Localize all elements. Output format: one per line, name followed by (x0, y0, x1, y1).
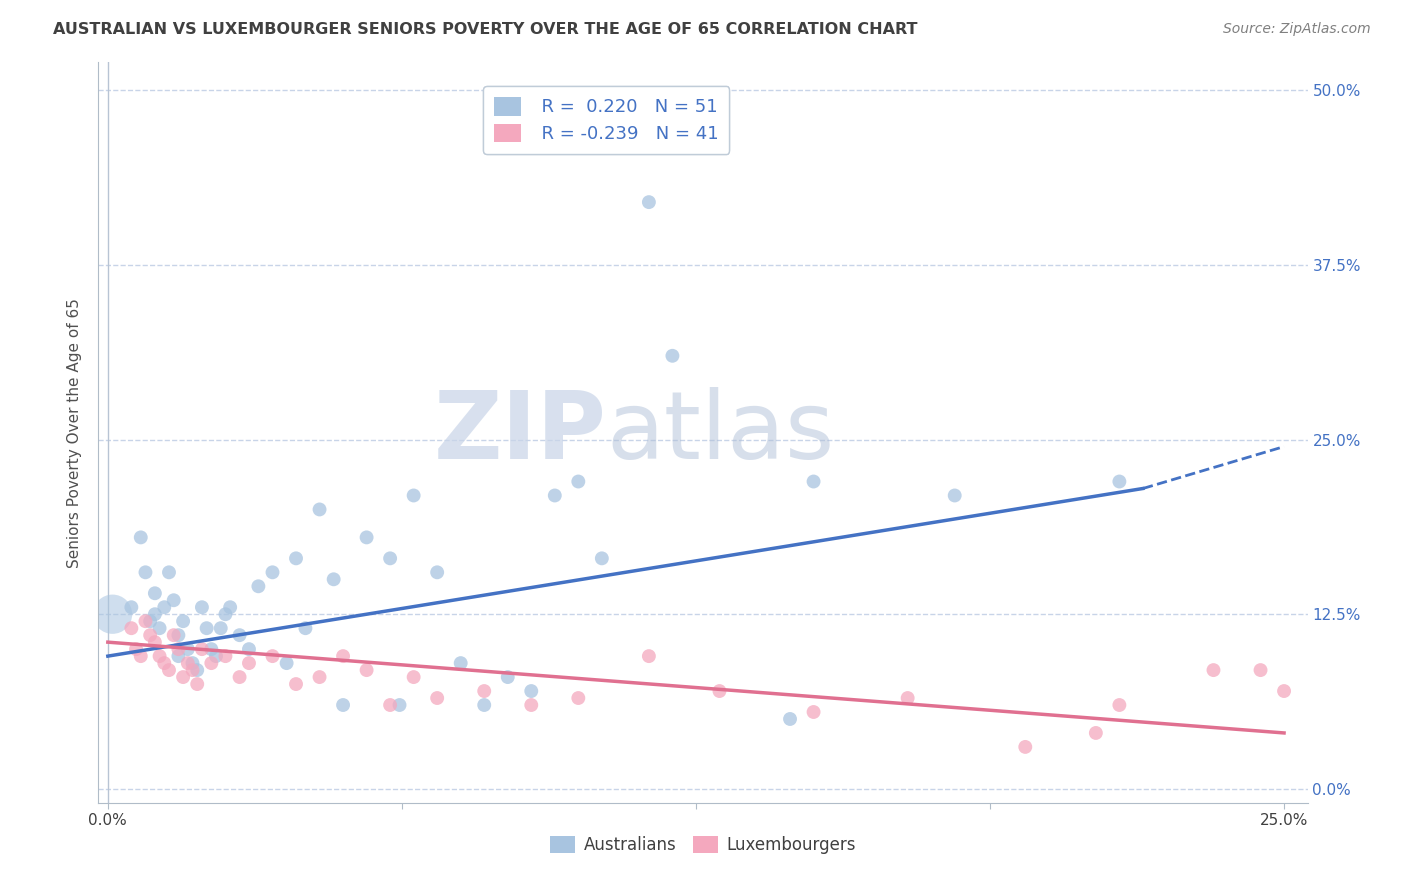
Point (209, 621, 232, 635)
Point (262, 649, 284, 664)
Point (228, 628, 250, 642)
Point (638, 649, 661, 664)
Point (214, 607, 236, 622)
Point (472, 684, 495, 698)
Point (661, 349, 683, 363)
Point (167, 649, 190, 664)
Point (143, 586, 166, 600)
Point (247, 579, 270, 593)
Point (181, 656, 204, 670)
Point (177, 656, 200, 670)
Point (129, 530, 152, 544)
Point (1250, 663, 1272, 677)
Point (1014, 739, 1036, 754)
Point (520, 698, 543, 712)
Point (153, 656, 176, 670)
Text: atlas: atlas (606, 386, 835, 479)
Point (172, 614, 194, 628)
Point (308, 670, 330, 684)
Point (544, 488, 567, 502)
Point (177, 642, 200, 657)
Point (134, 614, 156, 628)
Point (134, 566, 156, 580)
Point (139, 614, 162, 628)
Point (139, 628, 162, 642)
Point (143, 635, 166, 649)
Point (200, 642, 222, 657)
Point (195, 621, 218, 635)
Point (567, 475, 589, 489)
Point (322, 572, 344, 586)
Point (101, 607, 124, 622)
Point (163, 628, 186, 642)
Point (262, 566, 284, 580)
Point (205, 649, 228, 664)
Point (332, 698, 354, 712)
Point (238, 642, 260, 657)
Point (1272, 684, 1295, 698)
Point (172, 670, 194, 684)
Point (450, 656, 472, 670)
Point (472, 698, 495, 712)
Legend:   R =  0.220   N = 51,   R = -0.239   N = 41: R = 0.220 N = 51, R = -0.239 N = 41 (484, 87, 730, 153)
Point (356, 530, 378, 544)
Point (897, 691, 920, 706)
Point (214, 649, 236, 664)
Point (238, 656, 260, 670)
Point (276, 656, 298, 670)
Point (1084, 726, 1107, 740)
Point (129, 649, 152, 664)
Point (638, 195, 661, 210)
Point (402, 488, 425, 502)
Point (378, 698, 401, 712)
Point (186, 663, 208, 677)
Point (167, 642, 190, 657)
Point (157, 566, 180, 580)
Point (167, 628, 190, 642)
Text: Source: ZipAtlas.com: Source: ZipAtlas.com (1223, 22, 1371, 37)
Point (943, 488, 966, 502)
Point (1108, 475, 1130, 489)
Y-axis label: Seniors Poverty Over the Age of 65: Seniors Poverty Over the Age of 65 (67, 298, 83, 567)
Point (803, 475, 825, 489)
Point (120, 600, 142, 615)
Point (496, 670, 519, 684)
Text: AUSTRALIAN VS LUXEMBOURGER SENIORS POVERTY OVER THE AGE OF 65 CORRELATION CHART: AUSTRALIAN VS LUXEMBOURGER SENIORS POVER… (53, 22, 918, 37)
Point (191, 600, 214, 615)
Point (332, 649, 354, 664)
Point (157, 663, 180, 677)
Point (567, 691, 589, 706)
Point (186, 677, 208, 691)
Point (356, 663, 378, 677)
Point (388, 698, 411, 712)
Point (219, 600, 242, 615)
Text: ZIP: ZIP (433, 386, 606, 479)
Point (520, 684, 543, 698)
Point (402, 670, 425, 684)
Point (1108, 698, 1130, 712)
Point (181, 663, 204, 677)
Point (779, 712, 801, 726)
Point (285, 677, 308, 691)
Point (803, 705, 825, 719)
Point (285, 551, 308, 566)
Point (591, 551, 613, 566)
Point (426, 566, 449, 580)
Point (143, 607, 166, 622)
Point (426, 691, 449, 706)
Point (163, 593, 186, 607)
Point (294, 621, 316, 635)
Point (149, 649, 172, 664)
Point (308, 502, 330, 516)
Point (191, 642, 214, 657)
Point (709, 684, 731, 698)
Point (200, 656, 222, 670)
Point (378, 551, 401, 566)
Point (149, 621, 172, 635)
Point (153, 600, 176, 615)
Point (1202, 663, 1225, 677)
Point (120, 621, 142, 635)
Point (228, 670, 250, 684)
Point (125, 642, 148, 657)
